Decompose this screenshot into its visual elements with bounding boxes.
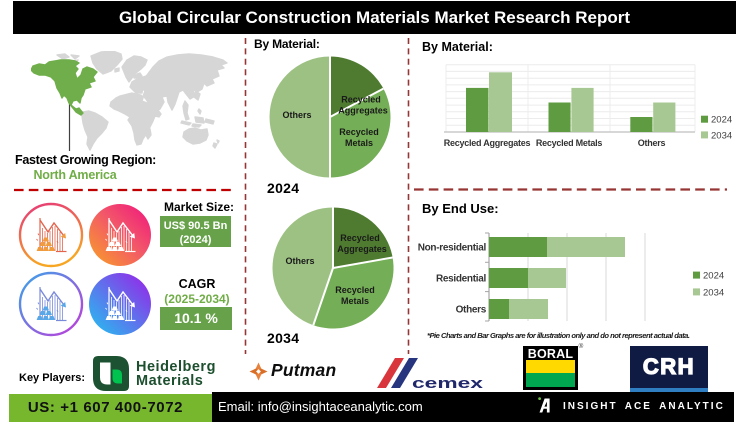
svg-text:Recycled: Recycled: [335, 285, 375, 295]
svg-text:Recycled Aggregates: Recycled Aggregates: [444, 138, 531, 148]
svg-text:Residential: Residential: [436, 274, 487, 285]
svg-text:Metals: Metals: [341, 296, 369, 306]
svg-text:2034: 2034: [711, 130, 732, 141]
svg-text:2034: 2034: [703, 287, 724, 298]
svg-text:2024: 2024: [703, 271, 724, 282]
svg-text:Non-residential: Non-residential: [418, 243, 487, 254]
svg-text:cemex: cemex: [412, 375, 484, 391]
svg-text:Others: Others: [282, 110, 311, 120]
svg-text:Recycled: Recycled: [339, 127, 379, 137]
svg-text:2024: 2024: [711, 115, 732, 126]
svg-text:Aggregates: Aggregates: [338, 106, 388, 116]
svg-text:Recycled: Recycled: [340, 233, 380, 243]
svg-text:Recycled: Recycled: [341, 95, 381, 105]
svg-text:Recycled Metals: Recycled Metals: [536, 138, 603, 148]
svg-text:Others: Others: [456, 305, 487, 316]
svg-text:Metals: Metals: [345, 138, 373, 148]
svg-text:Others: Others: [285, 256, 314, 266]
svg-text:Aggregates: Aggregates: [337, 244, 387, 254]
svg-text:Others: Others: [638, 138, 666, 148]
